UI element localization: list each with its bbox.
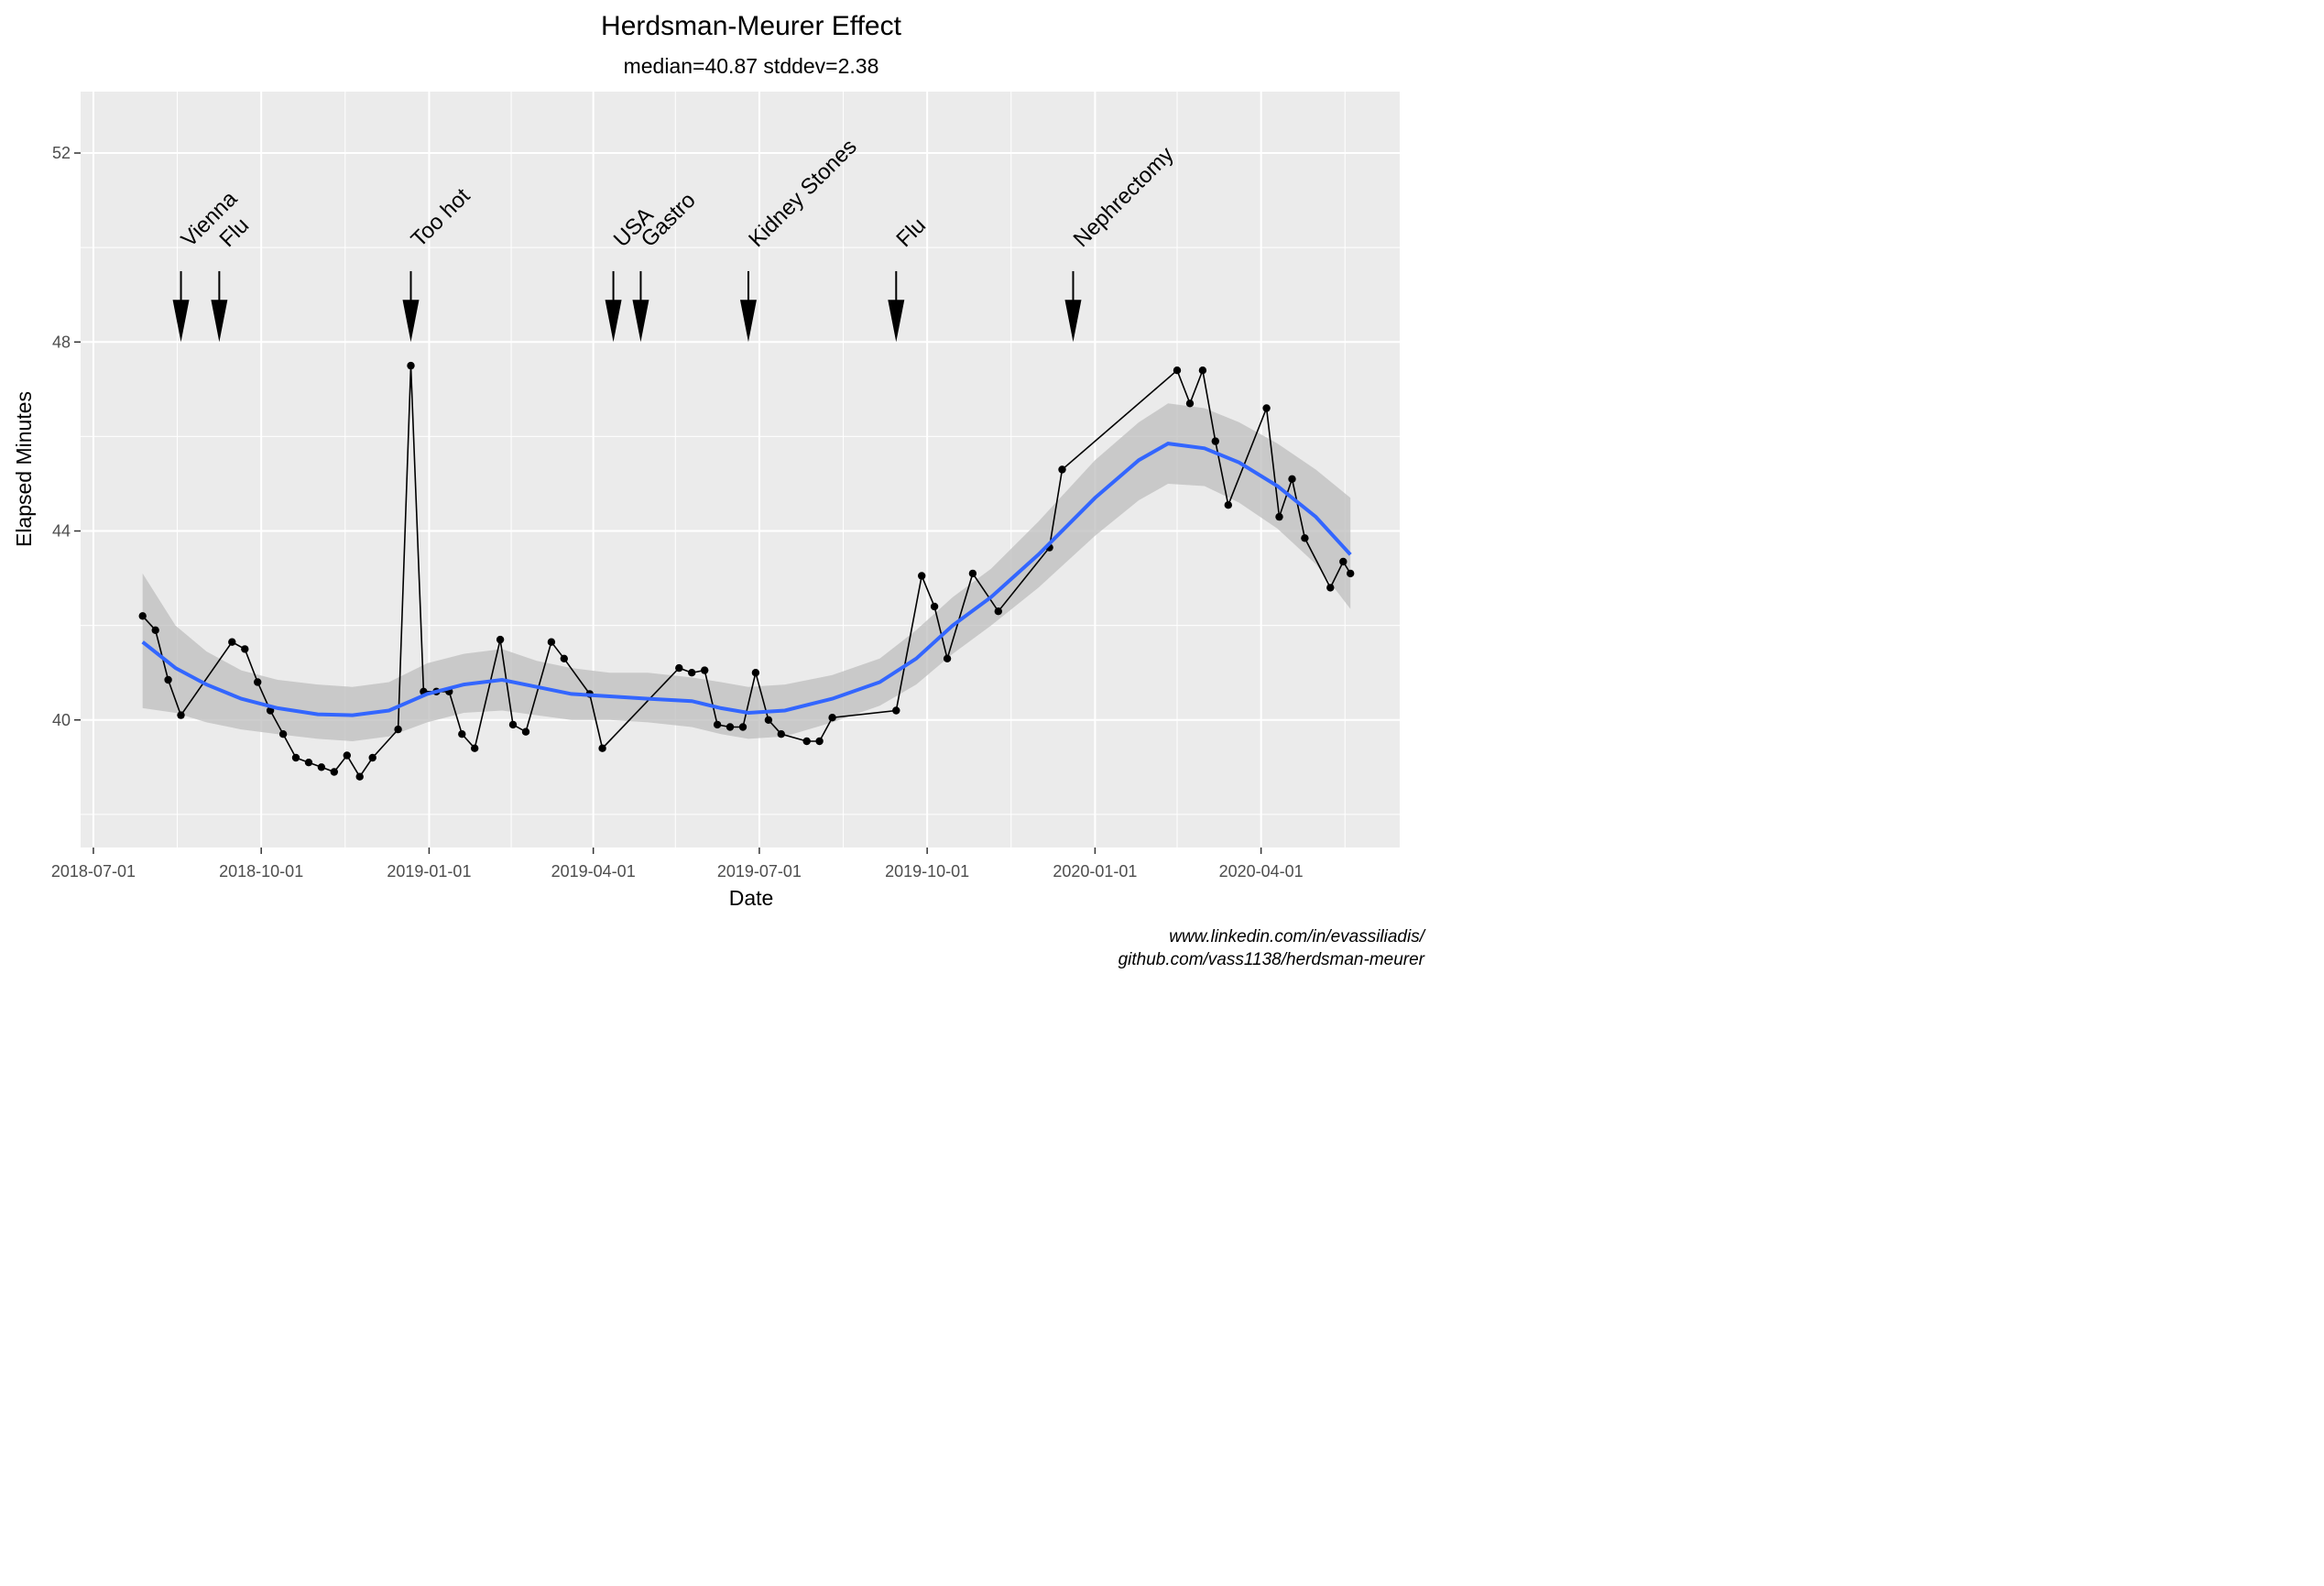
data-point — [496, 635, 505, 644]
data-point — [777, 730, 785, 738]
x-axis: 2018-07-01 2018-10-01 2019-01-01 2019-04-01… — [51, 848, 1304, 881]
x-tick-label: 2018-07-01 — [51, 862, 136, 881]
x-tick-label: 2018-10-01 — [219, 862, 303, 881]
data-point — [968, 569, 977, 578]
data-point — [241, 645, 249, 653]
x-tick-label: 2019-10-01 — [885, 862, 969, 881]
data-point — [254, 678, 262, 686]
smooth-trend-line — [141, 442, 1352, 717]
data-point — [355, 772, 364, 781]
data-point — [394, 725, 402, 734]
x-tick-label: 2019-07-01 — [717, 862, 802, 881]
data-point — [1326, 584, 1335, 592]
data-point — [1347, 569, 1355, 578]
data-point — [828, 714, 836, 722]
y-tick-label: 48 — [52, 333, 71, 351]
data-point — [521, 727, 530, 736]
chart-title: Herdsman-Meurer Effect — [601, 11, 902, 41]
data-point — [943, 654, 952, 662]
x-tick-label: 2020-04-01 — [1219, 862, 1304, 881]
data-point — [1211, 437, 1220, 445]
confidence-band — [142, 403, 1351, 741]
data-point — [1198, 366, 1207, 375]
x-tick-label: 2020-01-01 — [1053, 862, 1137, 881]
x-tick-label: 2019-04-01 — [551, 862, 636, 881]
data-point — [598, 744, 606, 752]
y-axis-title: Elapsed Minutes — [12, 391, 36, 547]
data-point — [815, 737, 824, 746]
y-tick-label: 44 — [52, 522, 71, 541]
data-point — [1173, 366, 1182, 375]
annotation-arrow-head — [172, 300, 190, 343]
data-point — [1275, 512, 1283, 521]
data-point — [138, 612, 147, 620]
data-point — [304, 759, 313, 767]
annotation-arrow-head — [632, 300, 649, 343]
data-point — [738, 723, 747, 731]
y-tick-label: 52 — [52, 144, 71, 162]
data-point — [343, 751, 351, 760]
data-point — [228, 638, 236, 646]
data-point — [458, 730, 466, 738]
data-point — [1058, 465, 1066, 474]
annotation-arrow-head — [1064, 300, 1082, 343]
data-point — [802, 737, 811, 746]
data-point — [701, 666, 709, 674]
annotation-arrow-head — [211, 300, 228, 343]
x-tick-label: 2019-01-01 — [387, 862, 471, 881]
data-point — [151, 626, 159, 634]
data-point — [675, 663, 683, 673]
data-point — [751, 669, 760, 677]
data-point — [918, 572, 926, 580]
data-point — [930, 602, 939, 611]
data-point — [726, 723, 735, 731]
data-point — [1301, 534, 1309, 542]
data-point — [764, 716, 773, 724]
caption-github: github.com/vass1138/herdsman-meurer — [1118, 950, 1425, 969]
data-point — [177, 711, 185, 719]
annotation-arrow-head — [888, 300, 905, 343]
chart-subtitle: median=40.87 stddev=2.38 — [624, 54, 879, 78]
x-axis-title: Date — [729, 886, 774, 910]
data-point — [508, 720, 518, 729]
chart-canvas: Herdsman-Meurer Effect median=40.87 stdd… — [12, 11, 1426, 969]
annotation-arrow-head — [739, 300, 757, 343]
data-point — [291, 753, 300, 762]
data-point — [317, 763, 326, 771]
y-axis: 40 44 48 52 — [52, 144, 81, 729]
data-point — [994, 607, 1003, 616]
data-point — [278, 730, 288, 738]
data-point — [1185, 399, 1195, 408]
data-point — [164, 675, 172, 684]
data-point — [471, 744, 479, 752]
y-tick-label: 40 — [52, 711, 71, 729]
data-point — [407, 361, 415, 370]
annotation-arrow-head — [402, 300, 420, 343]
data-point — [368, 753, 376, 762]
data-point — [892, 706, 900, 715]
data-point — [713, 720, 722, 729]
data-point — [688, 669, 696, 677]
data-point — [1288, 475, 1296, 483]
data-point — [330, 768, 338, 776]
data-point — [1339, 557, 1347, 566]
data-point — [560, 654, 568, 662]
caption-linkedin: www.linkedin.com/in/evassiliadis/ — [1169, 927, 1425, 946]
data-point — [1262, 404, 1271, 412]
annotation-arrow-head — [605, 300, 622, 343]
data-point — [1224, 501, 1233, 509]
data-point — [547, 638, 556, 646]
